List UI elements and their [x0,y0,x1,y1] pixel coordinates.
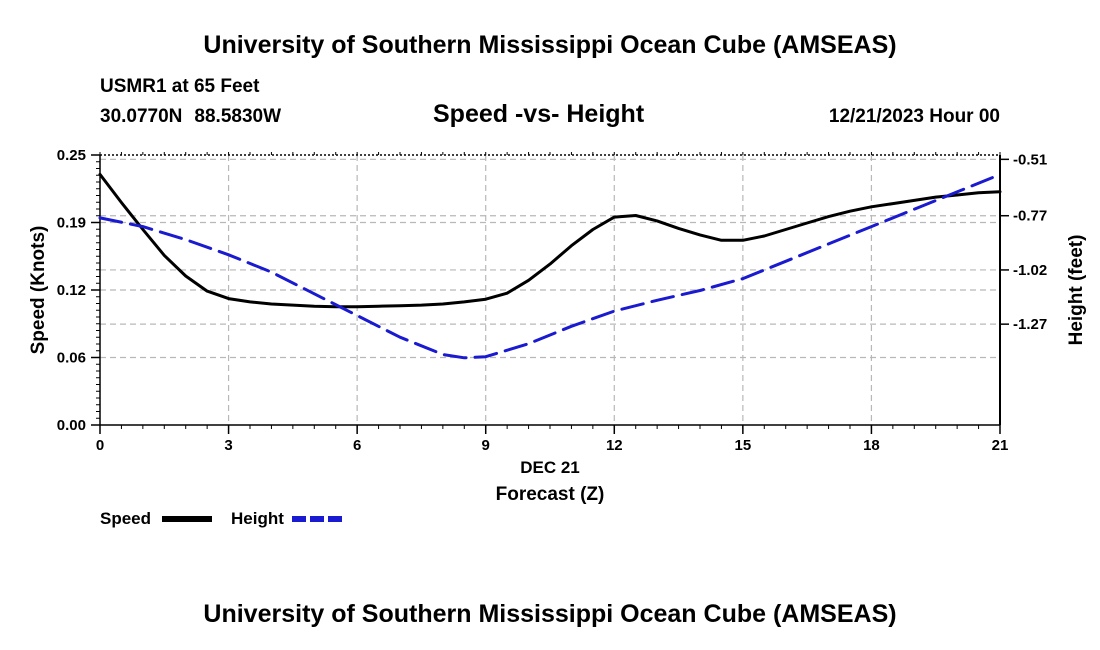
y-tick-label: 0.06 [57,350,86,367]
x-tick-label: 3 [224,437,232,454]
y-tick-label: 0.00 [57,417,86,434]
x-axis-title: Forecast (Z) [496,484,605,505]
y2-tick-label: -0.77 [1013,208,1047,225]
y-tick-label: 0.19 [57,215,86,232]
legend-height: Height [231,509,284,529]
page-title: University of Southern Mississippi Ocean… [203,31,897,59]
longitude: 88.5830W [194,106,282,127]
x-tick-label: 0 [96,437,104,454]
forecast-datetime: 12/21/2023 Hour 00 [828,106,1000,127]
legend-height-label: Height [231,509,284,528]
legend-speed-label: Speed [100,509,152,528]
chart-title: Speed -vs- Height [433,100,645,128]
y-tick-label: 0.25 [57,147,86,164]
x-tick-label: 21 [992,437,1009,454]
y2-tick-label: -1.27 [1013,316,1047,333]
station-label: USMR1 at 65 Feet [100,76,260,97]
coordinates: 30.0770N 88.5830W [100,106,293,128]
y-axis-title: Speed (Knots) [28,226,49,355]
x-tick-label: 15 [735,437,752,454]
legend-height-swatch [292,516,342,522]
x-tick-label: 9 [482,437,490,454]
legend-speed: Speed [100,509,151,529]
footer-title: University of Southern Mississippi Ocean… [203,600,897,628]
speed-series-line [98,172,1002,309]
y2-tick-label: -0.51 [1013,151,1047,168]
x-tick-label: 18 [863,437,880,454]
x-date-label: DEC 21 [520,458,580,477]
y-tick-label: 0.12 [57,282,86,299]
y2-tick-label: -1.02 [1013,262,1047,279]
y2-axis-title: Height (feet) [1066,235,1087,346]
legend-speed-swatch [162,516,212,522]
height-series-line [98,173,1002,360]
x-tick-label: 12 [606,437,623,454]
x-tick-label: 6 [353,437,361,454]
latitude: 30.0770N [100,106,183,127]
